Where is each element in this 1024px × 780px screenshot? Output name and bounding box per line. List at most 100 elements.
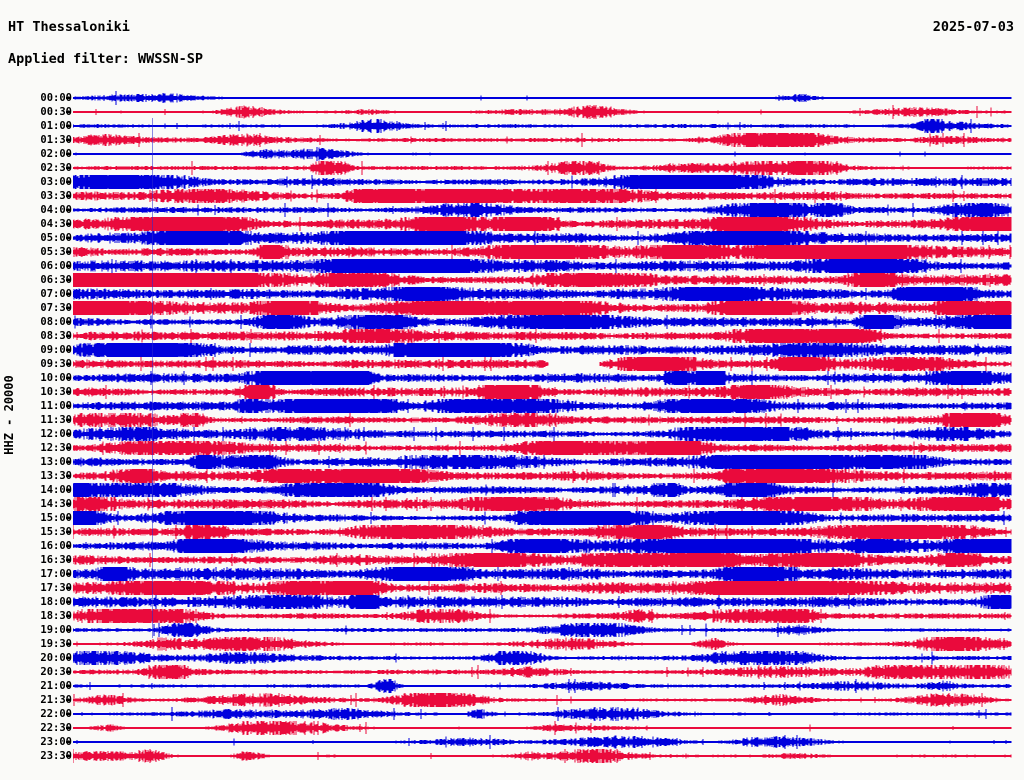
seismic-trace [73, 329, 1012, 343]
time-axis-label: 06:30 [40, 274, 72, 286]
seismic-trace [73, 679, 1012, 693]
axis-tick [66, 279, 71, 281]
trace-row: 00:30 [0, 105, 1024, 119]
trace-row: 08:30 [0, 329, 1024, 343]
time-axis-label: 09:30 [40, 358, 72, 370]
seismic-trace [73, 231, 1012, 245]
seismic-trace [73, 623, 1012, 637]
trace-row: 09:00 [0, 343, 1024, 357]
trace-row: 07:30 [0, 301, 1024, 315]
time-axis-label: 12:00 [40, 428, 72, 440]
time-axis-label: 18:00 [40, 596, 72, 608]
seismic-trace [73, 385, 1012, 399]
axis-tick [66, 195, 71, 197]
seismic-trace [73, 511, 1012, 525]
time-axis-label: 18:30 [40, 610, 72, 622]
time-axis-label: 04:00 [40, 204, 72, 216]
axis-tick [66, 321, 71, 323]
time-axis-label: 07:00 [40, 288, 72, 300]
time-axis-label: 15:00 [40, 512, 72, 524]
station-title: HT Thessaloniki [8, 19, 130, 35]
seismic-trace [73, 105, 1012, 119]
seismic-trace [73, 91, 1012, 105]
seismic-trace [73, 217, 1012, 231]
axis-tick [66, 265, 71, 267]
trace-row: 04:30 [0, 217, 1024, 231]
axis-tick [66, 293, 71, 295]
trace-row: 05:00 [0, 231, 1024, 245]
trace-row: 11:00 [0, 399, 1024, 413]
seismic-trace [73, 539, 1012, 553]
seismic-trace [73, 287, 1012, 301]
axis-tick [66, 685, 71, 687]
seismic-trace [73, 483, 1012, 497]
trace-row: 15:00 [0, 511, 1024, 525]
axis-tick [66, 237, 71, 239]
time-axis-label: 11:00 [40, 400, 72, 412]
time-axis-label: 04:30 [40, 218, 72, 230]
trace-row: 16:00 [0, 539, 1024, 553]
trace-row: 19:00 [0, 623, 1024, 637]
seismic-trace [73, 455, 1012, 469]
time-axis-label: 06:00 [40, 260, 72, 272]
trace-row: 01:00 [0, 119, 1024, 133]
axis-tick [66, 139, 71, 141]
seismic-trace [73, 245, 1012, 259]
axis-tick [66, 335, 71, 337]
seismic-trace [73, 749, 1012, 763]
axis-tick [66, 503, 71, 505]
time-axis-label: 02:00 [40, 148, 72, 160]
time-axis-label: 15:30 [40, 526, 72, 538]
time-marker-line [152, 118, 153, 638]
axis-tick [66, 391, 71, 393]
trace-row: 06:00 [0, 259, 1024, 273]
seismic-trace [73, 609, 1012, 623]
trace-row: 10:30 [0, 385, 1024, 399]
seismic-trace [73, 175, 1012, 189]
time-axis-label: 20:30 [40, 666, 72, 678]
axis-tick [66, 97, 71, 99]
time-axis-label: 02:30 [40, 162, 72, 174]
trace-row: 20:00 [0, 651, 1024, 665]
trace-row: 14:30 [0, 497, 1024, 511]
time-axis-label: 05:30 [40, 246, 72, 258]
trace-row: 22:00 [0, 707, 1024, 721]
axis-tick [66, 461, 71, 463]
trace-row: 18:30 [0, 609, 1024, 623]
axis-tick [66, 111, 71, 113]
seismic-trace [73, 525, 1012, 539]
trace-row: 02:30 [0, 161, 1024, 175]
time-axis-label: 21:30 [40, 694, 72, 706]
seismic-trace [73, 497, 1012, 511]
axis-tick [66, 559, 71, 561]
trace-row: 22:30 [0, 721, 1024, 735]
trace-row: 02:00 [0, 147, 1024, 161]
time-axis-label: 09:00 [40, 344, 72, 356]
axis-tick [66, 181, 71, 183]
axis-tick [66, 307, 71, 309]
trace-row: 23:00 [0, 735, 1024, 749]
trace-row: 07:00 [0, 287, 1024, 301]
axis-tick [66, 629, 71, 631]
seismic-trace [73, 119, 1012, 133]
trace-row: 10:00 [0, 371, 1024, 385]
axis-tick [66, 713, 71, 715]
seismic-trace [73, 161, 1012, 175]
trace-row: 21:00 [0, 679, 1024, 693]
axis-tick [66, 447, 71, 449]
seismic-trace [73, 735, 1012, 749]
seismic-trace [73, 371, 1012, 385]
axis-tick [66, 433, 71, 435]
trace-row: 16:30 [0, 553, 1024, 567]
trace-row: 13:30 [0, 469, 1024, 483]
seismic-trace [73, 553, 1012, 567]
axis-tick [66, 363, 71, 365]
axis-tick [66, 167, 71, 169]
seismic-trace [73, 343, 1012, 357]
trace-row: 17:00 [0, 567, 1024, 581]
time-axis-label: 19:30 [40, 638, 72, 650]
time-axis-label: 16:00 [40, 540, 72, 552]
trace-row: 04:00 [0, 203, 1024, 217]
seismic-trace [73, 567, 1012, 581]
trace-row: 08:00 [0, 315, 1024, 329]
